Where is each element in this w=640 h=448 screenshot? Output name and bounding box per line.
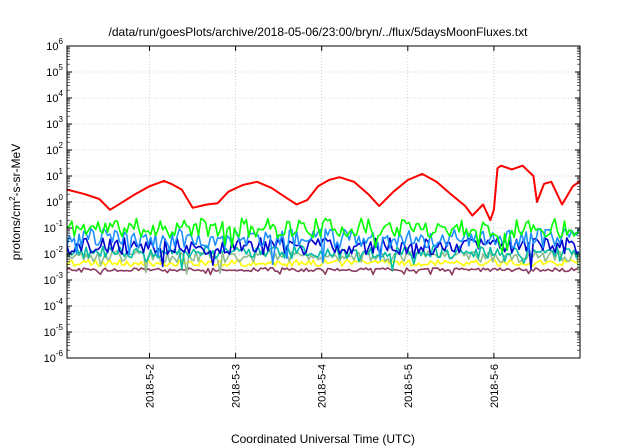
x-ticks: 2018-5-2 2018-5-3 2018-5-4 2018-5-5 2018-5-6 [145,46,501,408]
y-axis-label-suffix: -s-sr-MeV [9,144,23,197]
series-line-0 [67,164,580,222]
y-axis-label-prefix: protons/cm [9,201,23,260]
x-tick-label: 2018-5-3 [231,364,243,408]
x-tick-label: 2018-5-5 [403,364,415,408]
y-axis-label: protons/cm2-s-sr-MeV [8,144,23,260]
series-line-7 [67,266,580,276]
x-axis-label: Coordinated Universal Time (UTC) [231,432,415,446]
series-line-1 [67,217,580,254]
y-tick-label: 10-6 [44,349,64,365]
y-tick-label: 101 [46,167,63,183]
y-tick-label: 102 [46,141,63,157]
y-tick-label: 100 [46,193,63,209]
x-tick-label: 2018-5-6 [489,364,501,408]
y-tick-label: 105 [46,63,63,79]
x-tick-label: 2018-5-4 [317,364,329,408]
x-tick-label: 2018-5-2 [145,364,157,408]
y-ticks: 106 105 104 103 102 101 100 10-1 10-2 10-3 10-4 10-… [44,37,580,365]
y-tick-label: 106 [46,37,63,53]
y-axis-label-sup: 2 [8,196,17,201]
series-group [67,164,580,276]
y-tick-label: 104 [46,89,63,105]
y-tick-label: 10-2 [44,245,64,261]
y-tick-label: 10-5 [44,323,64,339]
y-tick-label: 10-1 [44,219,64,235]
series-line-2 [67,228,580,266]
y-tick-label: 103 [46,115,63,131]
y-tick-label: 10-4 [44,297,64,313]
y-tick-label: 10-3 [44,271,64,287]
chart-title: /data/run/goesPlots/archive/2018-05-06/2… [109,25,529,39]
